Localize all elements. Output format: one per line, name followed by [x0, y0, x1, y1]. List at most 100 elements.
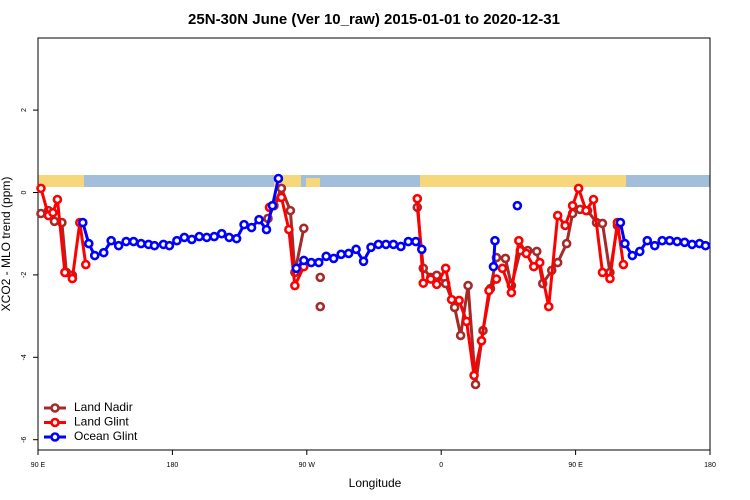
data-point — [470, 379, 481, 390]
series-line — [40, 186, 619, 386]
data-point — [411, 236, 421, 247]
data-point — [552, 210, 563, 221]
data-point — [454, 295, 464, 306]
data-point — [543, 301, 554, 312]
data-point — [605, 273, 615, 284]
data-point — [620, 238, 630, 249]
land-band — [420, 175, 626, 187]
data-point — [381, 239, 391, 250]
data-point — [700, 240, 711, 251]
y-axis-label: XCO2 - MLO trend (ppm) — [0, 177, 13, 312]
data-point — [455, 330, 466, 341]
data-point — [506, 287, 517, 298]
data-point — [373, 239, 384, 250]
data-point — [49, 216, 60, 227]
land-ocean-strip — [38, 175, 710, 187]
data-point — [528, 261, 539, 272]
data-point — [80, 259, 91, 270]
data-point — [224, 232, 234, 243]
data-point — [48, 207, 58, 218]
data-point — [490, 235, 500, 246]
data-point — [416, 244, 427, 255]
chart-title: 25N-30N June (Ver 10_raw) 2015-01-01 to … — [188, 11, 560, 28]
data-point — [290, 280, 300, 291]
data-point — [425, 274, 436, 284]
data-point — [561, 238, 572, 249]
legend-marker — [50, 417, 60, 428]
data-point — [194, 231, 205, 242]
data-point — [484, 285, 494, 296]
data-point — [121, 236, 131, 247]
y-tick-label: -6 — [21, 436, 28, 442]
data-point — [276, 183, 287, 194]
data-point — [351, 244, 361, 255]
data-point — [588, 194, 599, 205]
data-point — [560, 220, 570, 231]
legend-label: Ocean Glint — [74, 429, 138, 443]
data-point — [664, 235, 675, 246]
data-point — [343, 248, 354, 259]
data-point — [315, 272, 326, 283]
data-point — [388, 239, 399, 250]
data-point — [285, 205, 296, 216]
data-point — [618, 259, 629, 270]
data-point — [412, 193, 423, 204]
land-band — [38, 175, 84, 187]
data-point — [128, 236, 139, 247]
data-point — [284, 224, 294, 235]
x-tick-label: 90 E — [31, 462, 46, 469]
data-point — [89, 250, 100, 261]
legend-label: Land Glint — [74, 415, 129, 429]
data-point — [512, 200, 523, 211]
data-point — [469, 370, 479, 381]
data-point — [552, 257, 563, 268]
data-point — [231, 233, 242, 244]
data-point — [649, 240, 660, 251]
data-point — [52, 194, 63, 205]
data-point — [358, 256, 369, 267]
data-point — [78, 217, 88, 228]
data-point — [83, 238, 94, 249]
data-point — [366, 242, 376, 253]
y-tick-label: 0 — [21, 190, 28, 194]
data-point — [149, 240, 160, 251]
data-point — [567, 200, 578, 211]
legend-marker — [50, 432, 60, 442]
data-point — [514, 235, 524, 246]
data-point — [328, 253, 339, 264]
data-point — [642, 235, 653, 246]
data-point — [531, 246, 542, 257]
data-point — [657, 235, 668, 246]
data-point — [291, 263, 302, 274]
x-tick-label: 0 — [439, 462, 443, 469]
data-point — [534, 257, 545, 268]
data-point — [106, 235, 116, 246]
data-point — [98, 247, 109, 258]
data-point — [261, 224, 272, 235]
data-point — [488, 261, 499, 272]
data-point — [581, 205, 591, 216]
x-tick-label: 180 — [704, 462, 716, 469]
data-point — [440, 263, 451, 274]
data-point — [597, 218, 608, 229]
data-point — [136, 238, 146, 249]
y-tick-label: -4 — [21, 354, 28, 360]
data-point — [216, 228, 227, 239]
data-point — [36, 183, 46, 194]
legend-marker — [50, 403, 60, 413]
data-point — [239, 219, 249, 230]
series-line — [39, 186, 625, 377]
data-point — [635, 246, 645, 257]
data-point — [672, 236, 682, 247]
data-point — [461, 316, 472, 327]
data-point — [267, 200, 278, 211]
data-point — [172, 235, 182, 246]
x-tick-label: 180 — [167, 462, 179, 469]
data-point — [67, 273, 78, 284]
data-point — [299, 223, 309, 234]
data-point — [431, 279, 442, 290]
data-point — [418, 278, 429, 288]
data-point — [254, 214, 264, 225]
